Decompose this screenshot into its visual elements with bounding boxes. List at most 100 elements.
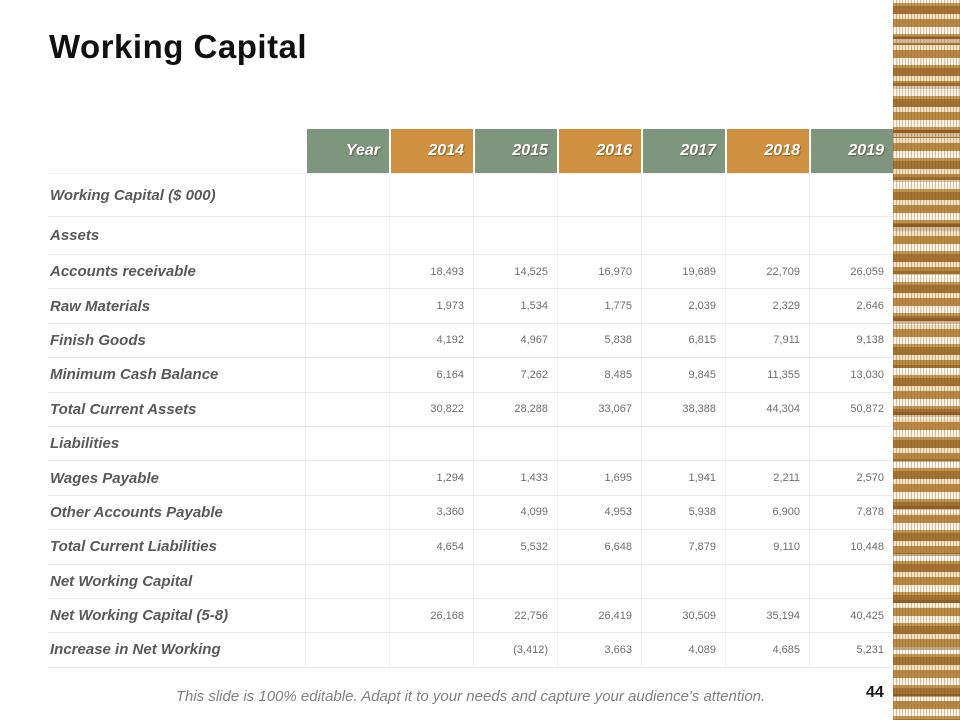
- year-header-2014: 2014: [389, 129, 473, 173]
- cell-value: 7,879: [641, 530, 725, 564]
- row-label: Total Current Liabilities: [50, 538, 217, 556]
- year-header-year: Year: [305, 129, 389, 173]
- table-row: Net Working Capital: [48, 564, 893, 599]
- cell-value: 38,388: [641, 392, 725, 426]
- table-row: Assets: [48, 217, 893, 255]
- year-header-2019: 2019: [809, 129, 893, 173]
- cell-value: 7,911: [725, 323, 809, 358]
- cell-value: 5,532: [473, 530, 557, 564]
- row-label: Net Working Capital (5-8): [50, 607, 229, 625]
- row-label: Total Current Assets: [50, 400, 197, 418]
- table-row: Minimum Cash Balance 6,164 7,262 8,485 9,845…: [48, 358, 893, 393]
- cell-value: 8,485: [557, 358, 641, 392]
- cell-value: 5,231: [809, 633, 893, 667]
- cell-value: 6,648: [557, 530, 641, 564]
- cell-value: 5,938: [641, 495, 725, 530]
- year-header-2015: 2015: [473, 129, 557, 173]
- cell-value: 2,570: [809, 461, 893, 495]
- cell-value: 4,099: [473, 495, 557, 530]
- cell-value: 4,654: [389, 530, 473, 564]
- cell-year-empty: [305, 598, 389, 633]
- footer-note: This slide is 100% editable. Adapt it to…: [175, 688, 766, 705]
- cell-year-empty: [305, 217, 389, 254]
- year-header-2017: 2017: [641, 129, 725, 173]
- cell-value: [641, 217, 725, 254]
- cell-value: 33,067: [557, 392, 641, 426]
- cell-year-empty: [305, 358, 389, 392]
- cell-value: 50,872: [809, 392, 893, 426]
- cell-value: 4,089: [641, 633, 725, 667]
- cell-value: 3,360: [389, 495, 473, 530]
- page-number: 44: [866, 684, 884, 701]
- cell-value: [809, 564, 893, 598]
- cell-value: [725, 564, 809, 598]
- cell-value: 4,192: [389, 323, 473, 358]
- cell-year-empty: [305, 633, 389, 667]
- table-row: Total Current Assets 30,822 28,288 33,067 38…: [48, 392, 893, 427]
- cell-value: 28,288: [473, 392, 557, 426]
- cell-value: 10,448: [809, 530, 893, 564]
- cell-value: [725, 426, 809, 461]
- row-label: Minimum Cash Balance: [50, 366, 219, 384]
- row-label: Raw Materials: [50, 297, 151, 315]
- cell-value: [389, 174, 473, 216]
- cell-value: 16,970: [557, 255, 641, 289]
- cell-value: 2,039: [641, 289, 725, 323]
- cell-value: 1,775: [557, 289, 641, 323]
- cell-value: 9,110: [725, 530, 809, 564]
- cell-year-empty: [305, 323, 389, 358]
- cell-value: 19,689: [641, 255, 725, 289]
- cell-value: 1,433: [473, 461, 557, 495]
- cell-year-empty: [305, 392, 389, 426]
- cell-value: [725, 217, 809, 254]
- cell-value: [389, 426, 473, 461]
- cell-value: 14,525: [473, 255, 557, 289]
- cell-value: 22,756: [473, 598, 557, 633]
- cell-value: [809, 174, 893, 216]
- cell-value: 30,509: [641, 598, 725, 633]
- table-row: Finish Goods 4,192 4,967 5,838 6,815 7,911 9,1…: [48, 323, 893, 359]
- cell-value: [725, 174, 809, 216]
- cell-value: [641, 564, 725, 598]
- cell-year-empty: [305, 426, 389, 461]
- cell-value: (3,412): [473, 633, 557, 667]
- cell-value: [473, 564, 557, 598]
- table-header-row: Year 2014 2015 2016 2017 2018 2019: [48, 129, 893, 173]
- cell-value: [557, 217, 641, 254]
- cell-value: [809, 217, 893, 254]
- cell-value: [641, 174, 725, 216]
- table-row: Increase in Net Working (3,412) 3,663 4,089…: [48, 633, 893, 668]
- year-header-2016: 2016: [557, 129, 641, 173]
- cell-value: 22,709: [725, 255, 809, 289]
- cell-value: 9,845: [641, 358, 725, 392]
- cell-value: 4,967: [473, 323, 557, 358]
- row-label: Working Capital ($ 000): [50, 186, 216, 204]
- working-capital-table: Year 2014 2015 2016 2017 2018 2019 Working Cap…: [48, 129, 893, 668]
- year-header-2018: 2018: [725, 129, 809, 173]
- cell-value: [809, 426, 893, 461]
- row-label: Wages Payable: [50, 469, 159, 487]
- cell-value: 1,973: [389, 289, 473, 323]
- cell-value: 7,878: [809, 495, 893, 530]
- table-row: Total Current Liabilities 4,654 5,532 6,648…: [48, 530, 893, 565]
- row-label: Liabilities: [50, 435, 120, 453]
- row-label: Assets: [50, 227, 100, 244]
- cell-value: 26,168: [389, 598, 473, 633]
- cell-value: 3,663: [557, 633, 641, 667]
- cell-value: [389, 564, 473, 598]
- cell-value: 18,493: [389, 255, 473, 289]
- cell-year-empty: [305, 289, 389, 323]
- cell-value: 2,211: [725, 461, 809, 495]
- cell-year-empty: [305, 174, 389, 216]
- cell-value: 7,262: [473, 358, 557, 392]
- cell-value: 9,138: [809, 323, 893, 358]
- table-row: Raw Materials 1,973 1,534 1,775 2,039 2,329 2,…: [48, 289, 893, 324]
- cell-value: 6,164: [389, 358, 473, 392]
- table-row: Net Working Capital (5-8) 26,168 22,756 26,…: [48, 598, 893, 634]
- cell-value: 2,646: [809, 289, 893, 323]
- table-row: Accounts receivable 18,493 14,525 16,970 19,…: [48, 255, 893, 290]
- cell-value: 1,534: [473, 289, 557, 323]
- header-label-spacer: [48, 129, 305, 173]
- row-label: Finish Goods: [50, 331, 146, 349]
